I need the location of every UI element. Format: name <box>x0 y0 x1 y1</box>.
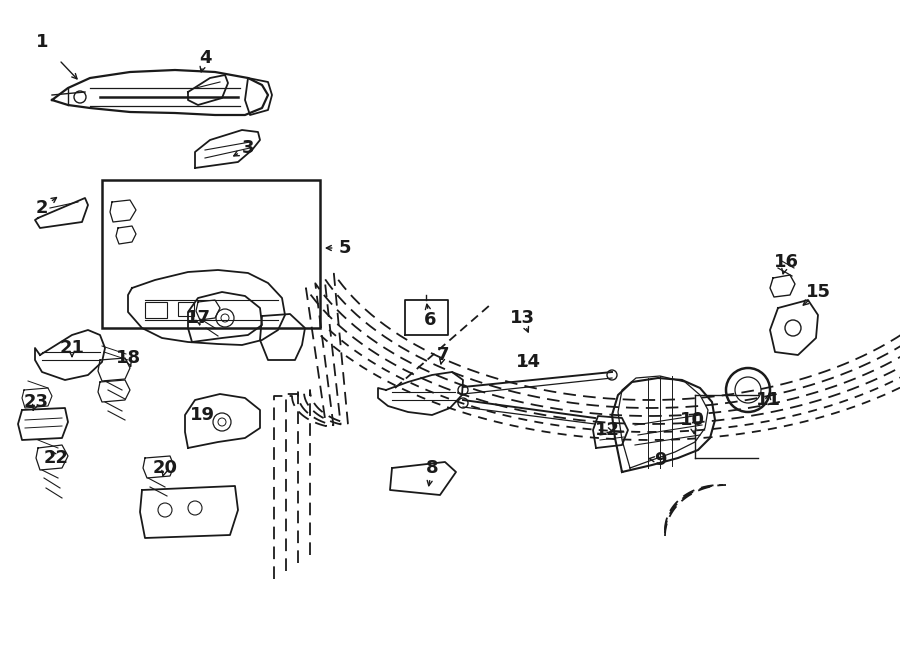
Text: 6: 6 <box>424 311 436 329</box>
Text: 19: 19 <box>190 406 214 424</box>
Text: 21: 21 <box>59 339 85 357</box>
Text: 15: 15 <box>806 283 831 301</box>
Text: 13: 13 <box>509 309 535 327</box>
Text: 2: 2 <box>36 199 49 217</box>
Text: 23: 23 <box>23 393 49 411</box>
Text: 9: 9 <box>653 451 666 469</box>
Text: 12: 12 <box>595 421 619 439</box>
Text: 14: 14 <box>516 353 541 371</box>
Text: 16: 16 <box>773 253 798 271</box>
Text: 17: 17 <box>185 309 211 327</box>
Text: 3: 3 <box>242 139 254 157</box>
Text: 22: 22 <box>43 449 68 467</box>
Text: 1: 1 <box>36 33 49 51</box>
Bar <box>102 180 320 328</box>
Text: 10: 10 <box>680 411 705 429</box>
Text: 8: 8 <box>426 459 438 477</box>
Text: 18: 18 <box>115 349 140 367</box>
Text: 5: 5 <box>338 239 351 257</box>
Bar <box>145 302 167 318</box>
Text: 11: 11 <box>755 391 780 409</box>
Text: 20: 20 <box>152 459 177 477</box>
Text: 7: 7 <box>436 346 449 364</box>
Bar <box>178 302 194 316</box>
Text: 4: 4 <box>199 49 212 67</box>
